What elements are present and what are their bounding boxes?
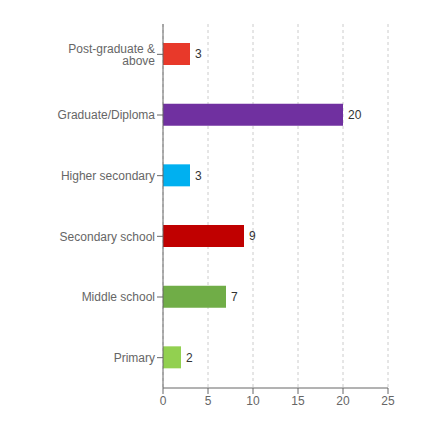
svg-text:20: 20: [336, 394, 350, 408]
svg-text:Post-graduate &above: Post-graduate &above: [68, 42, 155, 68]
svg-text:9: 9: [249, 229, 256, 243]
svg-text:10: 10: [246, 394, 260, 408]
svg-text:5: 5: [205, 394, 212, 408]
svg-text:20: 20: [348, 108, 362, 122]
svg-text:3: 3: [195, 169, 202, 183]
svg-text:0: 0: [160, 394, 167, 408]
svg-text:3: 3: [195, 47, 202, 61]
svg-text:Middle school: Middle school: [82, 290, 155, 304]
svg-text:7: 7: [231, 290, 238, 304]
svg-text:Graduate/Diploma: Graduate/Diploma: [58, 108, 156, 122]
svg-text:Primary: Primary: [114, 351, 155, 365]
svg-text:2: 2: [186, 351, 193, 365]
svg-text:15: 15: [291, 394, 305, 408]
svg-text:Secondary school: Secondary school: [60, 230, 155, 244]
svg-text:25: 25: [381, 394, 395, 408]
svg-text:Higher secondary: Higher secondary: [61, 169, 155, 183]
